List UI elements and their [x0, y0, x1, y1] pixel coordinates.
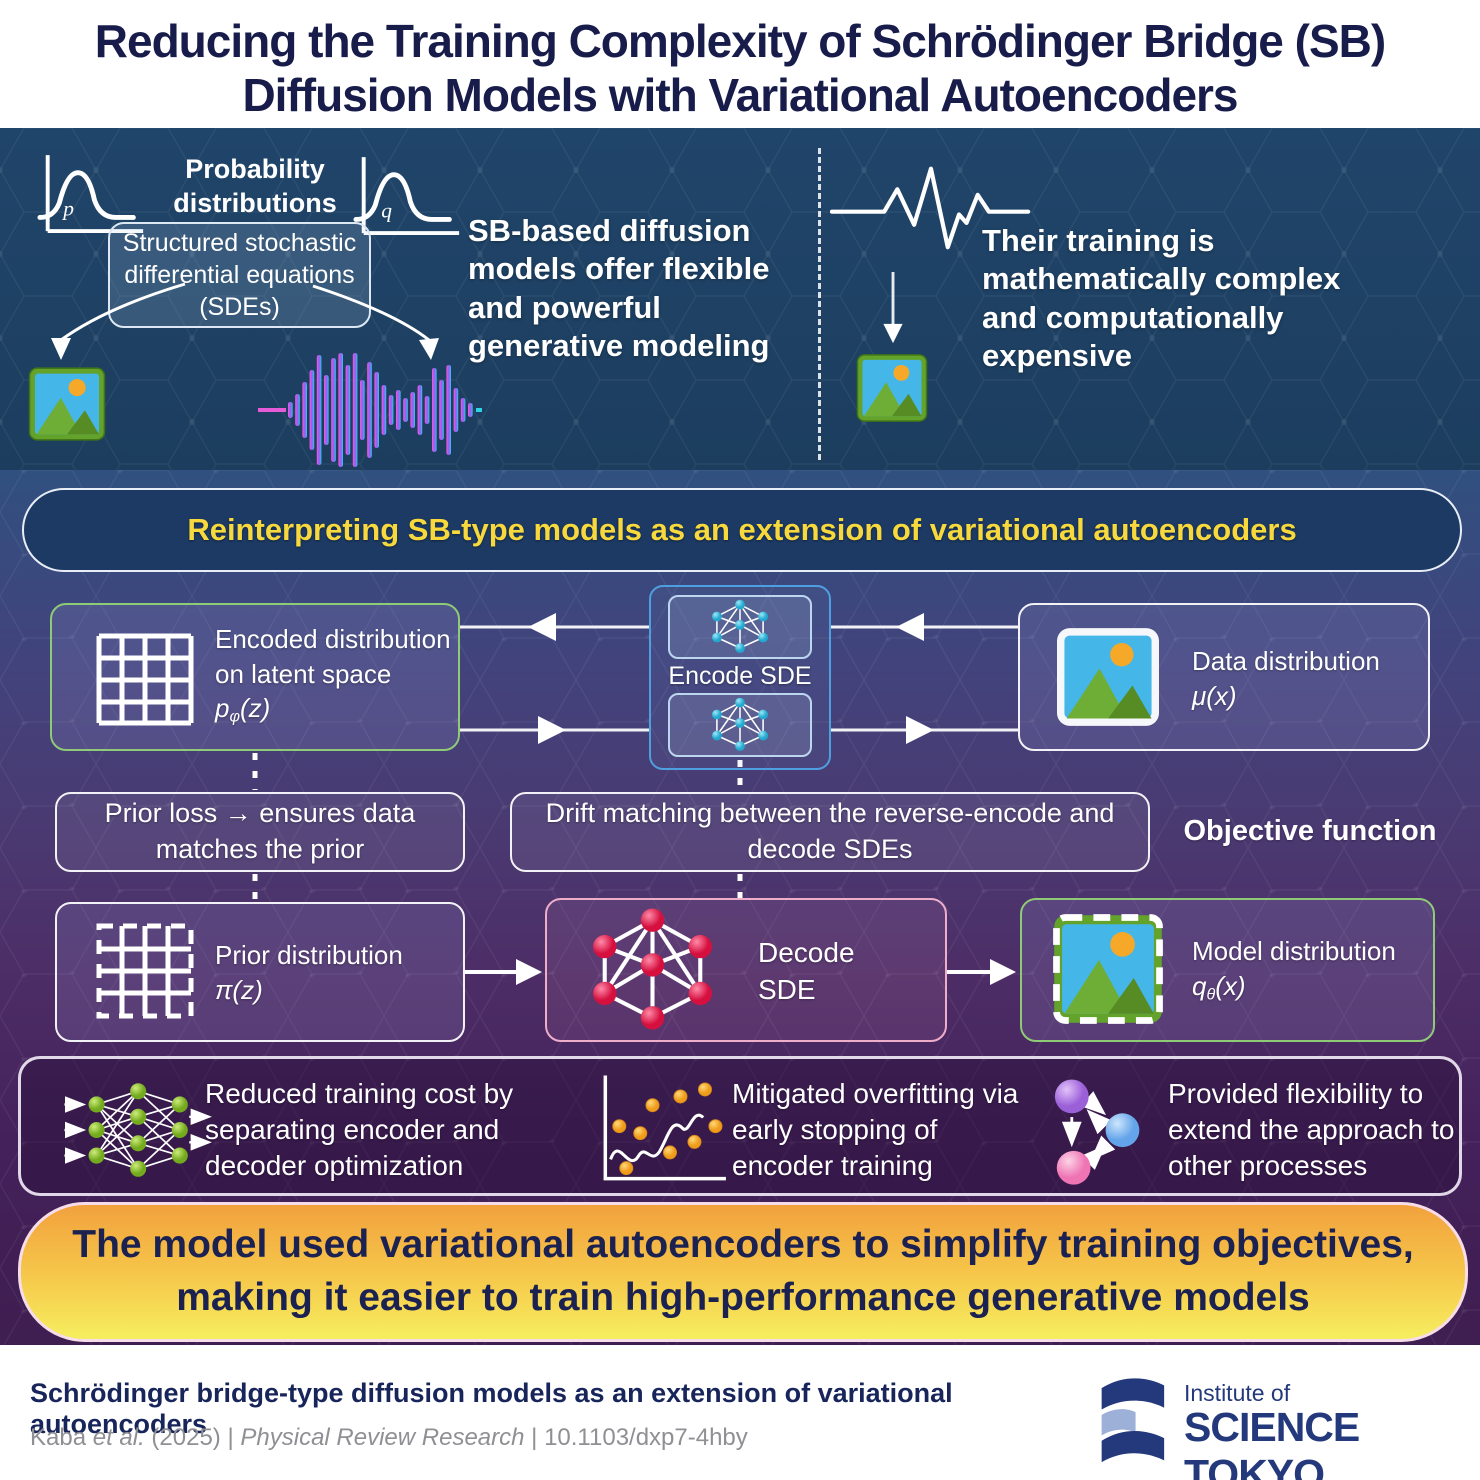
science-tokyo-logo-icon	[1101, 1378, 1165, 1463]
curved-arrow-right-icon	[312, 284, 439, 360]
model-args: (x)	[1215, 970, 1246, 1001]
model-distribution-label: Model distribution qθ(x)	[1192, 934, 1408, 1006]
diagram-connectors	[252, 613, 1020, 985]
encoded-text: Encoded distribution on latent space	[215, 624, 451, 689]
reinterpret-banner: Reinterpreting SB-type models as an exte…	[22, 488, 1462, 572]
credit-year: (2025)	[144, 1424, 221, 1451]
benefits-panel	[18, 1056, 1462, 1196]
footer-background	[0, 1345, 1480, 1480]
data-args: (x)	[1206, 680, 1237, 711]
image-icon	[1057, 628, 1159, 726]
conclusion-text: The model used variational autoencoders …	[72, 1223, 1414, 1319]
linked-spheres-icon	[1054, 1079, 1140, 1185]
credit-sep: |	[220, 1424, 241, 1451]
benefit-text-3: Provided flexibility to extend the appro…	[1168, 1078, 1455, 1181]
right-caption: Their training is mathematically complex…	[982, 223, 1341, 374]
credit-etal: et al.	[92, 1424, 145, 1451]
title-background	[0, 0, 1480, 128]
model-symbol: q	[1192, 970, 1207, 1001]
green-network-icon	[64, 1083, 212, 1177]
encoded-distribution-label: Encoded distribution on latent space pφ(…	[215, 622, 453, 728]
encode-sde-subbox-bottom	[668, 693, 812, 757]
page-title: Reducing the Training Complexity of Schr…	[0, 14, 1480, 123]
signal-icon	[830, 166, 1031, 250]
prior-text: Prior distribution	[215, 940, 403, 970]
image-icon	[856, 354, 928, 422]
prior-loss-box: Prior loss → ensures data matches the pr…	[55, 792, 465, 872]
prior-distribution-label: Prior distribution π(z)	[215, 938, 445, 1010]
grid-icon	[96, 633, 194, 726]
decode-sde-box	[545, 898, 947, 1042]
section-divider	[818, 148, 821, 460]
neural-network-icon-red	[593, 908, 712, 1030]
left-caption: SB-based diffusion models offer flexible…	[468, 213, 770, 364]
page-title-line1: Reducing the Training Complexity of Schr…	[94, 15, 1386, 67]
neural-network-icon	[712, 599, 768, 653]
decode-sde-label: Decode SDE	[758, 937, 855, 1006]
image-icon	[28, 367, 106, 441]
encoded-symbol: p	[215, 693, 230, 724]
encoded-subscript: φ	[229, 707, 240, 726]
footer-paper-title: Schrödinger bridge-type diffusion models…	[30, 1378, 953, 1439]
q-symbol: q	[381, 199, 392, 223]
waveform-icon	[258, 353, 482, 467]
model-text: Model distribution	[1192, 936, 1396, 966]
page-title-line2: Diffusion Models with Variational Autoen…	[242, 69, 1238, 122]
down-arrow-icon	[883, 272, 903, 344]
curved-arrow-left-icon	[51, 282, 186, 360]
data-distribution-label: Data distribution μ(x)	[1192, 644, 1422, 716]
logo-institute-of: Institute of	[1184, 1380, 1291, 1406]
encode-sde-subbox-top	[668, 595, 812, 659]
objective-function-label: Objective function	[1183, 814, 1437, 847]
neural-network-icon	[712, 697, 768, 751]
data-text: Data distribution	[1192, 646, 1380, 676]
model-subscript: θ	[1206, 985, 1216, 1004]
prior-args: (z)	[232, 974, 263, 1005]
conclusion-banner: The model used variational autoencoders …	[18, 1202, 1468, 1342]
benefit-text-2: Mitigated overfitting via early stopping…	[732, 1078, 1019, 1181]
encoded-args: (z)	[239, 693, 271, 724]
encoded-distribution-box	[50, 603, 460, 751]
probability-distributions-label: Probability distributions	[173, 154, 337, 218]
p-distribution-icon: p	[37, 155, 144, 234]
image-icon-dashed	[1053, 914, 1163, 1024]
drift-matching-box: Drift matching between the reverse-encod…	[510, 792, 1150, 872]
data-symbol: μ	[1192, 680, 1207, 711]
dashed-grid-icon	[96, 923, 194, 1019]
credit-sep: |	[524, 1424, 545, 1451]
credit-author: Kaba	[30, 1424, 93, 1451]
benefit-text-1: Reduced training cost by separating enco…	[205, 1078, 514, 1181]
sde-box: Structured stochastic differential equat…	[108, 222, 371, 328]
p-symbol: p	[61, 197, 74, 221]
scatter-plot-icon	[603, 1075, 726, 1181]
credit-journal: Physical Review Research	[240, 1424, 525, 1451]
encode-sde-label: Encode SDE	[668, 662, 812, 690]
credit-doi: 10.1103/dxp7-4hby	[544, 1424, 748, 1451]
logo-science-tokyo: SCIENCE TOKYO	[1184, 1404, 1360, 1480]
footer-credit: Kaba et al. (2025) | Physical Review Res…	[30, 1424, 1070, 1452]
prior-symbol: π	[215, 974, 233, 1005]
q-distribution-icon: q	[353, 157, 460, 236]
